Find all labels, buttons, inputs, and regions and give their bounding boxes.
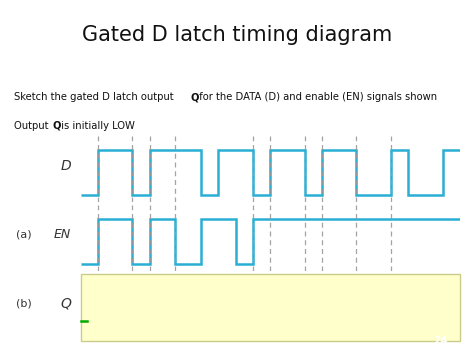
Text: (a): (a) xyxy=(16,230,31,240)
Text: Q: Q xyxy=(60,297,71,311)
Text: Gated D latch timing diagram: Gated D latch timing diagram xyxy=(82,25,392,45)
Text: for the DATA (D) and enable (EN) signals shown: for the DATA (D) and enable (EN) signals… xyxy=(196,92,437,102)
Text: 24: 24 xyxy=(434,336,448,346)
Text: Q: Q xyxy=(190,92,199,102)
Text: Sketch the gated D latch output: Sketch the gated D latch output xyxy=(14,92,177,102)
Text: Q: Q xyxy=(53,121,61,131)
Text: EN: EN xyxy=(54,228,71,241)
Text: is initially LOW: is initially LOW xyxy=(58,121,135,131)
Text: (b): (b) xyxy=(16,299,31,309)
Text: Output: Output xyxy=(14,121,52,131)
Text: D: D xyxy=(61,159,71,173)
